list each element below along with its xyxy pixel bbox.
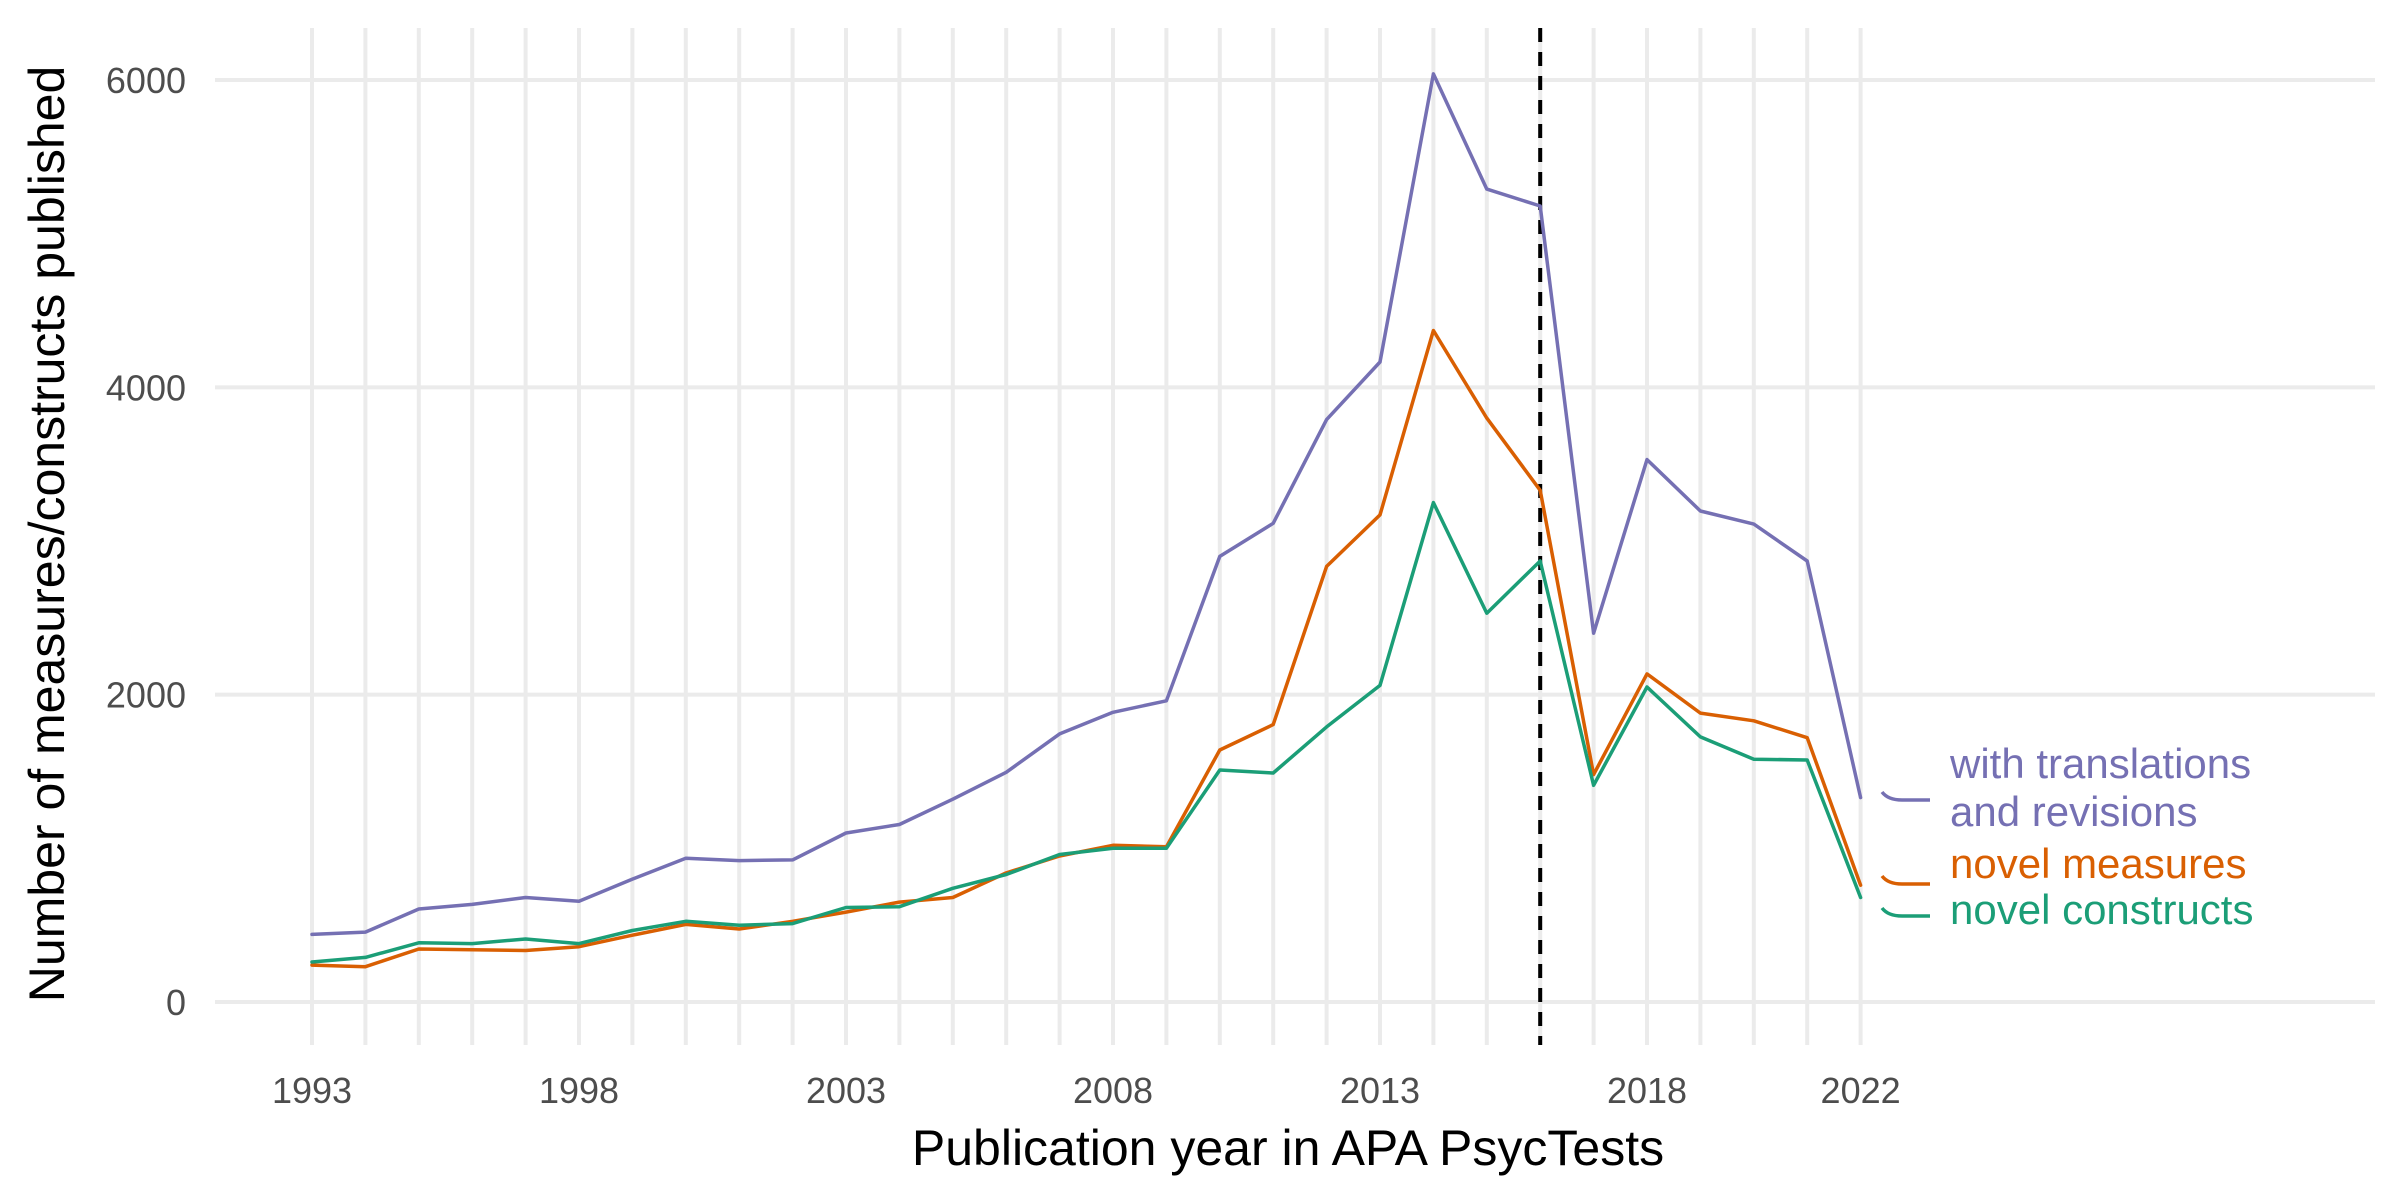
legend-label-2: novel constructs — [1950, 886, 2253, 933]
y-tick-label: 0 — [166, 982, 186, 1023]
tick-labels: 0 2000 4000 6000 1993 1998 2003 2008 2013 2018 202… — [106, 60, 1901, 1111]
y-tick-label: 6000 — [106, 60, 186, 101]
legend-label-1: novel measures — [1950, 840, 2246, 887]
legend-key-2 — [1880, 906, 1930, 918]
legend-key-1 — [1880, 874, 1930, 886]
x-tick-label: 2008 — [1073, 1070, 1153, 1111]
y-tick-label: 4000 — [106, 367, 186, 408]
x-tick-label: 2013 — [1340, 1070, 1420, 1111]
series-line-0 — [310, 72, 1863, 937]
series-line-1 — [310, 328, 1863, 969]
y-axis-title: Number of measures/constructs published — [19, 66, 75, 1003]
x-tick-label: 2018 — [1607, 1070, 1687, 1111]
legend-key-0 — [1880, 790, 1930, 802]
legend-label-0: with translations — [1949, 740, 2251, 787]
x-tick-label: 2022 — [1821, 1070, 1901, 1111]
x-tick-label: 2003 — [806, 1070, 886, 1111]
series-lines — [310, 72, 1863, 969]
y-tick-label: 2000 — [106, 675, 186, 716]
gridlines — [215, 28, 2375, 1045]
x-tick-label: 1998 — [539, 1070, 619, 1111]
legend-label-0: and revisions — [1950, 788, 2197, 835]
series-line-2 — [310, 500, 1863, 964]
x-axis-title: Publication year in APA PsycTests — [912, 1120, 1664, 1176]
x-tick-label: 1993 — [272, 1070, 352, 1111]
